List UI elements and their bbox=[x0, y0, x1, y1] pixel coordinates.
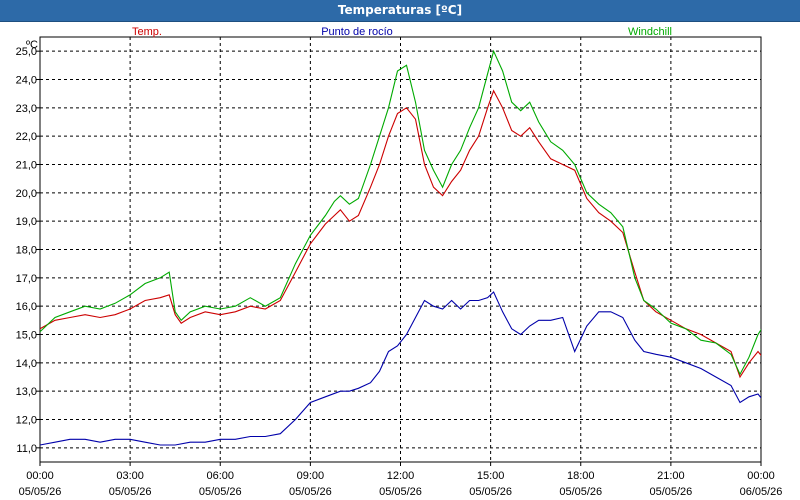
x-tick-date-label: 05/05/26 bbox=[19, 486, 62, 498]
legend-entry-0: Temp. bbox=[132, 26, 162, 38]
y-tick-label: 22,0 bbox=[16, 131, 37, 143]
grid-lines bbox=[40, 37, 761, 462]
y-tick-label: 13,0 bbox=[16, 386, 37, 398]
x-tick-date-label: 05/05/26 bbox=[649, 486, 692, 498]
series-line-1 bbox=[40, 291, 761, 446]
legend-entry-1: Punto de rocío bbox=[321, 26, 393, 38]
x-tick-date-label: 05/05/26 bbox=[289, 486, 332, 498]
x-tick-time-label: 09:00 bbox=[297, 470, 325, 482]
x-tick-time-label: 00:00 bbox=[747, 470, 775, 482]
y-tick-label: 20,0 bbox=[16, 188, 37, 200]
chart-title-bar: Temperaturas [ºC] bbox=[0, 0, 800, 22]
x-tick-date-label: 05/05/26 bbox=[559, 486, 602, 498]
y-tick-label: 14,0 bbox=[16, 358, 37, 370]
y-tick-label: 18,0 bbox=[16, 245, 37, 257]
x-tick-date-label: 05/05/26 bbox=[199, 486, 242, 498]
x-tick-date-label: 06/05/26 bbox=[740, 486, 783, 498]
x-tick-time-label: 12:00 bbox=[387, 470, 415, 482]
legend-entry-2: Windchill bbox=[628, 26, 672, 38]
y-tick-label: 23,0 bbox=[16, 103, 37, 115]
y-tick-label: 12,0 bbox=[16, 415, 37, 427]
y-tick-label: 11,0 bbox=[16, 443, 37, 455]
y-tick-label: 24,0 bbox=[16, 75, 37, 87]
x-tick-date-label: 05/05/26 bbox=[379, 486, 422, 498]
y-tick-label: 16,0 bbox=[16, 301, 37, 313]
y-axis-ticks: 11,0 12,0 13,0 14,0 15,0 16,0 17,0 18,0 19,0 20,0… bbox=[16, 46, 40, 455]
x-tick-time-label: 03:00 bbox=[116, 470, 144, 482]
x-tick-time-label: 06:00 bbox=[206, 470, 234, 482]
x-tick-date-label: 05/05/26 bbox=[469, 486, 512, 498]
y-tick-label: 17,0 bbox=[16, 273, 37, 285]
x-axis-ticks: 00:00 05/05/26 03:00 05/05/26 06:00 05/05/26 0… bbox=[19, 462, 783, 498]
y-tick-label: 21,0 bbox=[16, 160, 37, 172]
y-tick-label: 25,0 bbox=[16, 46, 37, 58]
series-line-2 bbox=[40, 49, 761, 376]
y-tick-label: 15,0 bbox=[16, 330, 37, 342]
x-tick-time-label: 18:00 bbox=[567, 470, 595, 482]
x-tick-date-label: 05/05/26 bbox=[109, 486, 152, 498]
x-tick-time-label: 00:00 bbox=[26, 470, 54, 482]
series-lines bbox=[40, 49, 761, 446]
y-axis-unit-label: ºC bbox=[26, 39, 38, 51]
x-tick-time-label: 15:00 bbox=[477, 470, 505, 482]
y-tick-label: 19,0 bbox=[16, 216, 37, 228]
legend: Temp. Punto de rocío Windchill bbox=[132, 26, 672, 38]
chart-title: Temperaturas [ºC] bbox=[337, 3, 463, 17]
x-tick-time-label: 21:00 bbox=[657, 470, 685, 482]
